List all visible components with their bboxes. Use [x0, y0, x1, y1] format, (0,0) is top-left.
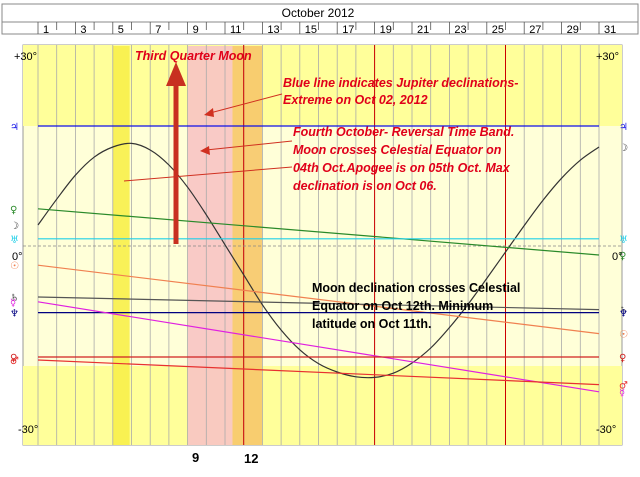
series-layer [37, 125, 600, 393]
series-line-5 [37, 296, 600, 311]
y-zero-label-left: 0° [12, 251, 23, 263]
x-tick-label: 21 [417, 24, 429, 36]
series-line-7 [37, 301, 600, 393]
x-tick-label: 27 [529, 24, 541, 36]
x-tick-label: 19 [380, 24, 392, 36]
third-quarter-arrow-head [166, 62, 186, 86]
planet-glyph-left-7: ☿ [10, 298, 16, 309]
x-tick-label: 31 [604, 24, 616, 36]
x-tick-label: 11 [230, 24, 241, 36]
x-tick-label: 1 [43, 24, 49, 36]
planet-glyph-left-3: ♅ [10, 235, 19, 246]
reversal-note-line2: Moon crosses Celestial Equator on [293, 143, 502, 157]
planet-glyph-right-2: ♀ [619, 251, 626, 262]
annotation-layer [123, 62, 293, 244]
series-line-8 [37, 359, 600, 386]
x-tick-label: 17 [342, 24, 354, 36]
planet-glyph-right-6: ♆ [619, 309, 628, 320]
x-tick-label: 9 [193, 24, 199, 36]
chart-title: October 2012 [282, 6, 355, 20]
planet-glyph-left-5: ♄ [10, 293, 19, 304]
planet-glyph-right-8: ♂ [619, 381, 628, 392]
planet-glyph-right-4: ☉ [619, 330, 628, 341]
glyph-layer: ☽☽♃ ♃♀♀♅ ♅☉☉♄♄♆ ♆☿☿♂♂♀ ♀ [10, 122, 628, 399]
planet-glyph-right-0: ☽ [619, 143, 628, 154]
grid-layer [23, 45, 622, 445]
planet-glyph-right-7: ☿ [619, 388, 625, 399]
planet-glyph-right-9: ♀ [619, 353, 626, 364]
third-quarter-label: Third Quarter Moon [135, 49, 252, 63]
jupiter-note-line2: Extreme on Oct 02, 2012 [283, 93, 428, 107]
x-tick-label: 25 [492, 24, 504, 36]
reversal-note-pointer-head [200, 146, 210, 155]
planet-glyph-right-5: ♄ [619, 306, 628, 317]
planet-glyph-left-4: ☉ [10, 261, 19, 272]
reversal-note-pointer [205, 140, 293, 151]
reversal-band-pointer [123, 166, 293, 182]
reversal-note-line3: 04th Oct.Apogee is on 05th Oct. Max [293, 161, 511, 175]
reversal-note-line1: Fourth October- Reversal Time Band. [293, 125, 514, 139]
bottom-label-9: 9 [192, 450, 199, 465]
series-line-2 [37, 208, 600, 256]
moon-note-line1: Moon declination crosses Celestial [312, 281, 520, 295]
bottom-label-12: 12 [244, 451, 258, 466]
x-tick-label: 29 [567, 24, 579, 36]
moon-note-line3: latitude on Oct 11th. [312, 317, 431, 331]
y-top-label-left: +30° [14, 51, 37, 63]
x-tick-label: 3 [80, 24, 86, 36]
reversal-note-line4: declination is on Oct 06. [293, 179, 437, 193]
orange-band [232, 46, 263, 445]
x-tick-label: 5 [118, 24, 124, 36]
x-tick-label: 15 [305, 24, 317, 36]
series-line-4 [37, 264, 600, 335]
series-line-0 [37, 142, 600, 379]
jupiter-note-pointer-head [204, 108, 214, 117]
planet-glyph-left-6: ♆ [10, 309, 19, 320]
planet-glyph-left-9: ♀ [10, 353, 17, 364]
planet-glyph-left-1: ♃ [10, 122, 19, 133]
x-tick-label: 23 [454, 24, 466, 36]
y-bottom-label-right: -30° [596, 424, 616, 436]
planet-glyph-left-2: ♀ [10, 205, 17, 216]
reversal-band [112, 46, 130, 445]
jupiter-note-pointer [209, 93, 283, 114]
moon-note-line2: Equator on Oct 12th. Minimum [312, 299, 493, 313]
x-tick-label: 7 [155, 24, 161, 36]
planet-glyph-right-3: ♅ [619, 235, 628, 246]
planet-glyph-left-8: ♂ [10, 356, 19, 367]
planet-glyph-left-0: ☽ [10, 221, 19, 232]
y-bottom-label-left: -30° [18, 424, 38, 436]
header-box [1, 3, 639, 35]
tick-layer: 1 3 5 7 9 11 13 15 17 19 21 23 25 27 29 31 [37, 22, 616, 36]
x-tick-label: 13 [267, 24, 279, 36]
planet-glyph-right-1: ♃ [619, 122, 628, 133]
jupiter-note-line1: Blue line indicates Jupiter declinations… [283, 76, 518, 90]
y-top-label-right: +30° [596, 51, 619, 63]
y-zero-label-right: 0° [612, 251, 623, 263]
